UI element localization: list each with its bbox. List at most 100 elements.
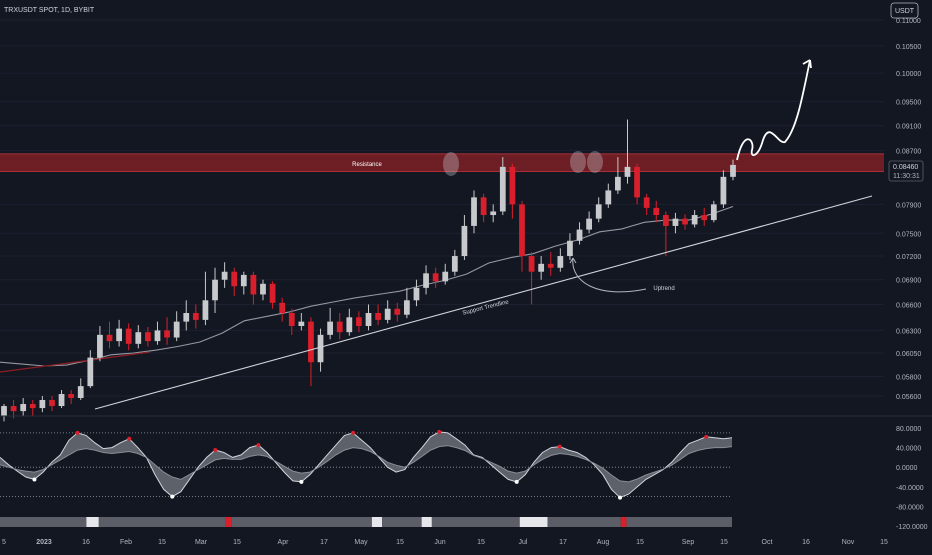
candle[interactable] [29,399,36,417]
candle[interactable] [308,317,314,387]
candle[interactable] [384,300,391,324]
candle[interactable] [68,390,75,405]
candle[interactable] [451,249,458,276]
projection-arrow[interactable] [736,59,811,161]
candle[interactable] [528,252,535,305]
candle[interactable] [662,211,669,257]
candle[interactable] [682,214,688,230]
candle[interactable] [221,262,228,288]
candle-body [653,207,660,216]
oscillator-sell-dot [351,430,356,435]
candle[interactable] [499,157,506,216]
price-axis-label: 0.06050 [896,351,921,358]
price-axis-label: 0.06600 [896,302,921,309]
candle[interactable] [231,267,238,297]
candle[interactable] [595,197,602,223]
candle[interactable] [125,323,132,351]
candle[interactable] [672,212,679,234]
candle[interactable] [288,308,295,335]
candle[interactable] [260,279,266,301]
candle[interactable] [87,350,94,389]
candle[interactable] [605,183,612,208]
candle[interactable] [634,163,640,205]
candle[interactable] [730,159,736,181]
candle[interactable] [336,312,343,340]
candle[interactable] [586,211,592,234]
candle[interactable] [403,287,410,319]
candle[interactable] [567,233,573,260]
candle[interactable] [250,271,257,305]
candle[interactable] [490,204,497,223]
candle[interactable] [145,326,151,347]
candle[interactable] [240,271,247,295]
candle[interactable] [356,311,362,333]
candle[interactable] [346,308,353,336]
candle[interactable] [653,200,660,223]
price-axis-label: 0.07900 [896,202,921,209]
resistance-zone[interactable] [0,153,884,172]
currency-button[interactable]: USDT [890,2,919,19]
candle[interactable] [279,297,286,322]
candle[interactable] [442,263,449,285]
candle[interactable] [192,304,199,329]
candle[interactable] [298,312,305,331]
support-trendline[interactable] [94,195,873,410]
price-axis-label: 0.11000 [896,18,921,25]
candle[interactable] [394,302,401,322]
candle[interactable] [413,279,420,307]
candle[interactable] [183,300,190,331]
candle[interactable] [106,321,113,349]
candle[interactable] [39,396,46,413]
candle[interactable] [471,190,477,234]
candle[interactable] [720,170,727,208]
candle[interactable] [1,404,7,422]
oscillator-slow-line[interactable] [0,445,733,483]
candle[interactable] [691,210,698,228]
candle[interactable] [164,317,170,345]
candle[interactable] [49,396,55,412]
candle[interactable] [538,256,545,280]
candle[interactable] [317,328,324,372]
candle[interactable] [97,326,103,362]
candle[interactable] [135,325,142,349]
candle[interactable] [77,378,84,400]
candle[interactable] [509,163,516,219]
candle[interactable] [547,252,554,276]
candle[interactable] [615,157,621,194]
candle[interactable] [624,119,631,184]
candle[interactable] [173,311,180,342]
candle[interactable] [10,399,17,419]
candle[interactable] [480,193,487,223]
candle[interactable] [269,281,276,309]
price-axis-label: 0.06900 [896,278,921,285]
candle[interactable] [365,304,372,331]
candle[interactable] [327,307,334,340]
oscillator-fast-line[interactable] [0,431,733,499]
candle[interactable] [643,193,650,216]
candle[interactable] [519,200,525,272]
candle[interactable] [701,207,708,226]
candle[interactable] [116,319,122,347]
candle[interactable] [432,267,439,288]
candle-body [413,287,420,301]
candle-body [624,166,631,177]
uptrend-curve[interactable] [572,257,647,293]
candle[interactable] [375,304,381,326]
price-axis-label: 0.08700 [896,149,921,156]
moving-average-line[interactable] [0,205,734,367]
candle[interactable] [576,222,583,245]
candle[interactable] [461,215,468,260]
candle[interactable] [202,271,209,326]
candle[interactable] [423,265,429,295]
candle[interactable] [154,321,161,345]
candle[interactable] [710,200,717,223]
candle[interactable] [212,267,218,313]
candle[interactable] [20,397,27,417]
candle-body [221,271,228,280]
candle[interactable] [557,248,564,272]
candle[interactable] [58,390,65,409]
oscillator-axis-label: -40.0000 [896,485,924,492]
time-axis-label: 15 [880,539,888,546]
